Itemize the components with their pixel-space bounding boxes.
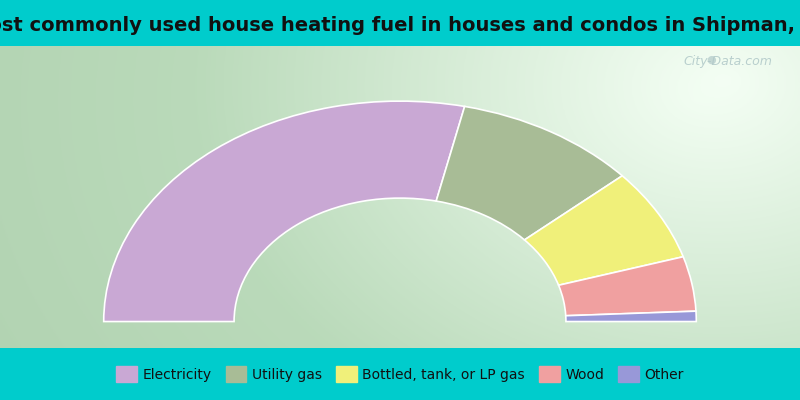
Text: ●: ● (706, 55, 716, 65)
Text: City-Data.com: City-Data.com (683, 55, 772, 68)
Wedge shape (566, 311, 696, 322)
Text: Most commonly used house heating fuel in houses and condos in Shipman, VA: Most commonly used house heating fuel in… (0, 16, 800, 35)
Legend: Electricity, Utility gas, Bottled, tank, or LP gas, Wood, Other: Electricity, Utility gas, Bottled, tank,… (110, 360, 690, 388)
Wedge shape (104, 101, 465, 322)
Wedge shape (525, 176, 683, 285)
Wedge shape (436, 106, 622, 240)
Wedge shape (558, 257, 696, 316)
